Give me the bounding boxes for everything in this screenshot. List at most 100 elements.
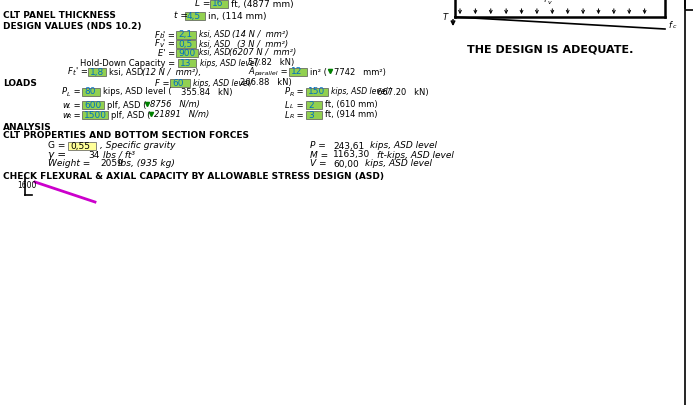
- Text: w: w: [62, 111, 69, 119]
- Text: M =: M =: [310, 151, 328, 160]
- Bar: [185, 12, 205, 20]
- Text: CLT PANEL THICKNESS: CLT PANEL THICKNESS: [3, 11, 116, 21]
- Text: R: R: [290, 92, 295, 96]
- Text: G =: G =: [48, 141, 65, 151]
- Text: R: R: [67, 115, 71, 119]
- Text: P: P: [62, 87, 67, 96]
- Text: 600: 600: [84, 100, 101, 109]
- Text: 21891   N/m): 21891 N/m): [154, 111, 209, 119]
- Text: kips, ASD level (: kips, ASD level (: [103, 87, 171, 96]
- Text: CHECK FLEXURAL & AXIAL CAPACITY BY ALLOWABLE STRESS DESIGN (ASD): CHECK FLEXURAL & AXIAL CAPACITY BY ALLOW…: [3, 171, 384, 181]
- Text: L: L: [67, 104, 71, 109]
- Text: ' =: ' =: [76, 68, 88, 77]
- Text: =: =: [278, 68, 288, 77]
- Text: 266.88   kN): 266.88 kN): [240, 79, 292, 87]
- Text: f: f: [543, 0, 546, 4]
- Bar: [68, 142, 96, 150]
- Text: =: =: [294, 111, 304, 119]
- Text: 8756   N/m): 8756 N/m): [150, 100, 200, 109]
- Text: Weight =: Weight =: [48, 160, 90, 168]
- Text: ft, (4877 mm): ft, (4877 mm): [231, 0, 294, 9]
- Bar: [88, 68, 106, 76]
- Text: c: c: [673, 24, 676, 30]
- Text: (14 N /  mm²): (14 N / mm²): [232, 30, 288, 40]
- Text: V =: V =: [310, 160, 326, 168]
- Text: kips, ASD level: kips, ASD level: [370, 141, 437, 151]
- Bar: [306, 88, 328, 96]
- Bar: [306, 111, 322, 119]
- Text: F: F: [155, 40, 160, 49]
- Text: 2059: 2059: [100, 160, 123, 168]
- Text: ksi, ASD: ksi, ASD: [199, 30, 230, 40]
- Text: kips, ASD level: kips, ASD level: [365, 160, 432, 168]
- Text: L =: L =: [195, 0, 211, 9]
- Text: E' =: E' =: [158, 49, 175, 58]
- Text: 3: 3: [308, 111, 314, 119]
- Text: 2,1: 2,1: [178, 30, 192, 40]
- Text: 34: 34: [88, 151, 99, 160]
- Text: 150: 150: [308, 87, 325, 96]
- Text: 667.20   kN): 667.20 kN): [377, 87, 429, 96]
- Text: P =: P =: [310, 141, 326, 151]
- Text: kips, ASD level/: kips, ASD level/: [200, 58, 259, 68]
- Text: 900: 900: [178, 49, 195, 58]
- Text: F =: F =: [155, 79, 170, 87]
- Text: 355.84   kN): 355.84 kN): [181, 87, 232, 96]
- Bar: [82, 88, 100, 96]
- Text: 4,5: 4,5: [187, 11, 201, 21]
- Text: 1500: 1500: [84, 111, 107, 119]
- Text: (6207 N /  mm²): (6207 N / mm²): [229, 49, 296, 58]
- Text: lbs / ft³: lbs / ft³: [103, 151, 135, 160]
- Text: (3 N /  mm²): (3 N / mm²): [237, 40, 288, 49]
- Text: P: P: [285, 87, 290, 96]
- Bar: [170, 79, 190, 87]
- Text: 12: 12: [291, 68, 302, 77]
- Text: =: =: [71, 111, 80, 119]
- Text: 0,55: 0,55: [70, 141, 90, 151]
- Text: v: v: [160, 42, 164, 48]
- Text: 243,61: 243,61: [333, 141, 365, 151]
- Text: 1600: 1600: [17, 181, 36, 190]
- Bar: [289, 68, 307, 76]
- Text: ft-kips, ASD level: ft-kips, ASD level: [377, 151, 454, 160]
- Text: L: L: [285, 111, 290, 119]
- Text: T: T: [443, 13, 448, 21]
- Text: 16: 16: [212, 0, 224, 9]
- Text: plf, ASD (: plf, ASD (: [107, 100, 146, 109]
- Text: w: w: [62, 100, 69, 109]
- Bar: [306, 101, 322, 109]
- Text: A: A: [248, 68, 254, 77]
- Text: v: v: [548, 0, 552, 4]
- Text: 57.82   kN): 57.82 kN): [248, 58, 295, 68]
- Text: 7742   mm²): 7742 mm²): [334, 68, 386, 77]
- Text: F: F: [155, 30, 160, 40]
- Text: =: =: [71, 87, 80, 96]
- Text: t =: t =: [174, 11, 188, 21]
- Text: ' =: ' =: [163, 40, 175, 49]
- Text: 13: 13: [180, 58, 191, 68]
- Bar: [176, 31, 196, 39]
- Text: 60,00: 60,00: [333, 160, 359, 168]
- Text: F: F: [68, 68, 73, 77]
- Text: ft, (610 mm): ft, (610 mm): [325, 100, 378, 109]
- Bar: [210, 0, 228, 8]
- Text: L: L: [67, 92, 71, 96]
- Text: lbs, (935 kg): lbs, (935 kg): [118, 160, 175, 168]
- Bar: [176, 49, 198, 57]
- Text: THE DESIGN IS ADEQUATE.: THE DESIGN IS ADEQUATE.: [467, 44, 633, 54]
- Text: =: =: [294, 100, 304, 109]
- Text: L: L: [285, 100, 290, 109]
- Bar: [82, 101, 104, 109]
- Text: 60: 60: [172, 79, 184, 87]
- Bar: [176, 40, 196, 48]
- Text: kips, ASD level/: kips, ASD level/: [193, 79, 252, 87]
- Text: ksi, ASD: ksi, ASD: [199, 40, 230, 49]
- Text: ' =: ' =: [163, 30, 175, 40]
- Text: plf, ASD (: plf, ASD (: [111, 111, 150, 119]
- Text: =: =: [294, 87, 304, 96]
- Text: LOADS: LOADS: [3, 79, 37, 87]
- Text: γ =: γ =: [48, 150, 66, 160]
- Text: , Specific gravity: , Specific gravity: [100, 141, 175, 151]
- Text: f: f: [668, 21, 671, 30]
- Text: CLT PROPERTIES AND BOTTOM SECTION FORCES: CLT PROPERTIES AND BOTTOM SECTION FORCES: [3, 132, 249, 141]
